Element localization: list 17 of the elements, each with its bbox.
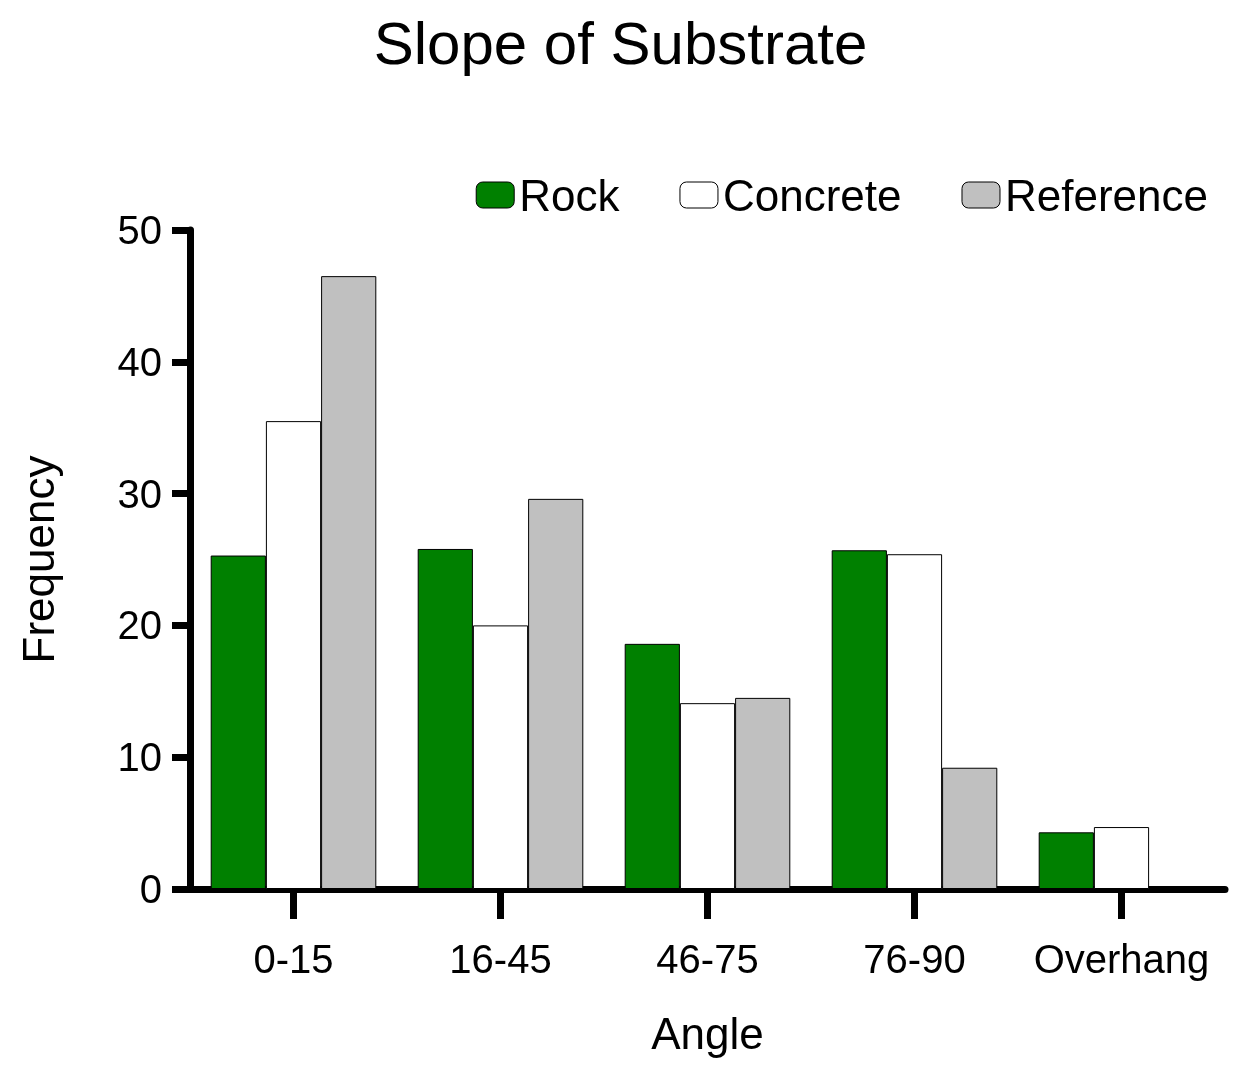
y-tick-label: 40 — [117, 339, 162, 384]
x-tick-label: 16-45 — [449, 937, 552, 981]
x-tick-label: 76-90 — [863, 937, 966, 981]
x-tick-label: 0-15 — [253, 937, 334, 981]
x-axis-title: Angle — [651, 1008, 764, 1058]
y-tick-label: 0 — [139, 867, 162, 911]
y-tick-label: 10 — [117, 735, 162, 780]
legend-label: Reference — [1004, 170, 1209, 220]
y-tick-label: 50 — [117, 208, 162, 252]
legend-label: Concrete — [722, 170, 902, 220]
y-tick-label: 20 — [117, 603, 162, 648]
x-tick-label: 46-75 — [656, 937, 759, 981]
y-tick-label: 30 — [117, 471, 162, 516]
chart-title: Slope of Substrate — [373, 9, 868, 77]
legend-label: Rock — [519, 170, 621, 220]
x-tick-label: Overhang — [1033, 937, 1210, 981]
y-axis-title: Frequency — [13, 455, 63, 664]
